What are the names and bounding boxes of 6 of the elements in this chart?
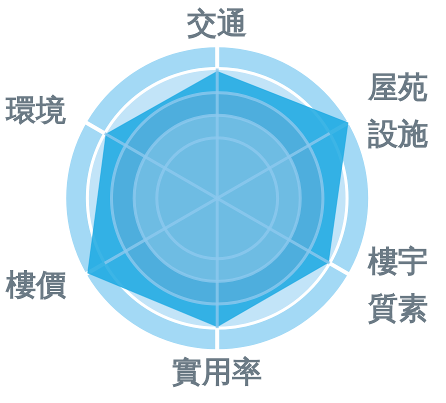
spoke-label: 環境 <box>5 94 66 129</box>
spoke-label: 樓宇質素 <box>367 244 428 326</box>
spoke-label: 實用率 <box>172 355 262 390</box>
spoke-label: 交通 <box>186 6 248 42</box>
spoke-label: 屋苑設施 <box>367 70 428 152</box>
spoke-label: 樓價 <box>5 268 68 304</box>
